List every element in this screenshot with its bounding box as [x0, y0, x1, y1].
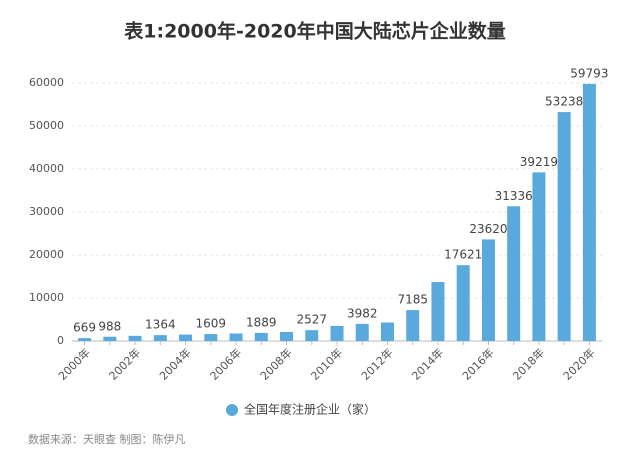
source-note: 数据来源：天眼查 制图：陈伊凡 — [28, 432, 186, 446]
bar — [507, 206, 521, 341]
y-tick-label: 50000 — [29, 119, 64, 132]
bar — [204, 334, 218, 341]
value-label: 7185 — [397, 293, 428, 307]
bar — [179, 334, 193, 341]
bar — [406, 310, 420, 341]
x-tick-label: 2018年 — [510, 345, 547, 382]
bar — [431, 282, 445, 341]
bar — [153, 335, 167, 341]
bar — [229, 333, 243, 341]
x-tick-label: 2004年 — [156, 345, 193, 382]
value-label: 39219 — [520, 155, 558, 169]
x-tick-label: 2016年 — [459, 345, 496, 382]
x-tick-label: 2006年 — [207, 345, 244, 382]
value-label: 59793 — [570, 66, 608, 80]
value-label: 669 — [73, 321, 96, 335]
y-tick-label: 40000 — [29, 162, 64, 175]
bar — [481, 239, 495, 341]
x-tick-label: 2000年 — [55, 345, 92, 382]
x-tick-label: 2014年 — [409, 345, 446, 382]
value-label: 2527 — [296, 313, 327, 327]
bar — [557, 112, 571, 341]
value-label: 1364 — [145, 318, 176, 332]
value-label: 1609 — [196, 317, 227, 331]
bar — [582, 83, 596, 341]
bar — [456, 265, 470, 341]
bar — [78, 338, 92, 341]
x-tick-label: 2002年 — [106, 345, 143, 382]
bar — [330, 325, 344, 341]
y-tick-label: 60000 — [29, 76, 64, 89]
x-tick-label: 2010年 — [308, 345, 345, 382]
value-label: 1889 — [246, 315, 277, 329]
bar — [355, 323, 369, 341]
value-label: 53238 — [545, 95, 583, 109]
x-tick-label: 2012年 — [358, 345, 395, 382]
y-tick-label: 10000 — [29, 291, 64, 304]
y-tick-label: 20000 — [29, 248, 64, 261]
legend-marker — [226, 404, 238, 416]
value-label: 3982 — [347, 306, 378, 320]
value-label: 23620 — [469, 222, 507, 236]
y-tick-label: 30000 — [29, 205, 64, 218]
bar — [280, 331, 294, 341]
chart-title: 表1:2000年-2020年中国大陆芯片企业数量 — [124, 20, 505, 43]
bar — [254, 332, 268, 341]
legend-label: 全国年度注册企业（家） — [244, 402, 376, 417]
x-tick-label: 2008年 — [257, 345, 294, 382]
value-label: 31336 — [495, 189, 533, 203]
bar — [305, 330, 319, 341]
bar — [103, 336, 117, 341]
value-label: 17621 — [444, 248, 482, 262]
x-tick-label: 2020年 — [560, 345, 597, 382]
y-tick-label: 0 — [57, 334, 64, 347]
bar — [380, 322, 394, 341]
bar — [532, 172, 546, 341]
value-label: 988 — [98, 319, 121, 333]
bar — [128, 335, 142, 341]
